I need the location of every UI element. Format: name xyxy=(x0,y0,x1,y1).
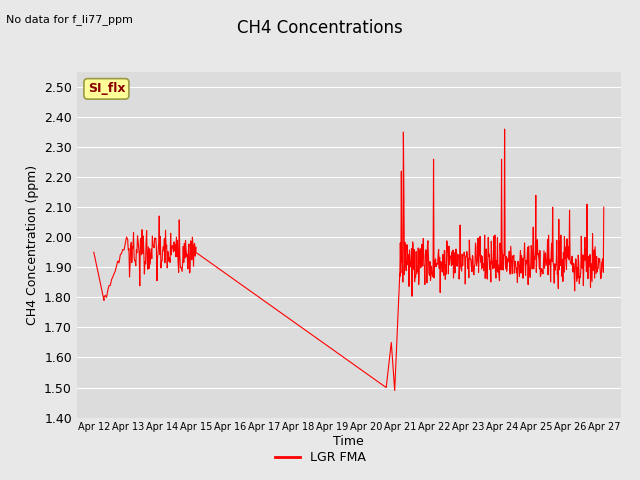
Text: CH4 Concentrations: CH4 Concentrations xyxy=(237,19,403,37)
Legend: LGR FMA: LGR FMA xyxy=(269,446,371,469)
Y-axis label: CH4 Concentration (ppm): CH4 Concentration (ppm) xyxy=(26,165,38,325)
Text: SI_flx: SI_flx xyxy=(88,83,125,96)
Text: No data for f_li77_ppm: No data for f_li77_ppm xyxy=(6,14,133,25)
X-axis label: Time: Time xyxy=(333,435,364,448)
